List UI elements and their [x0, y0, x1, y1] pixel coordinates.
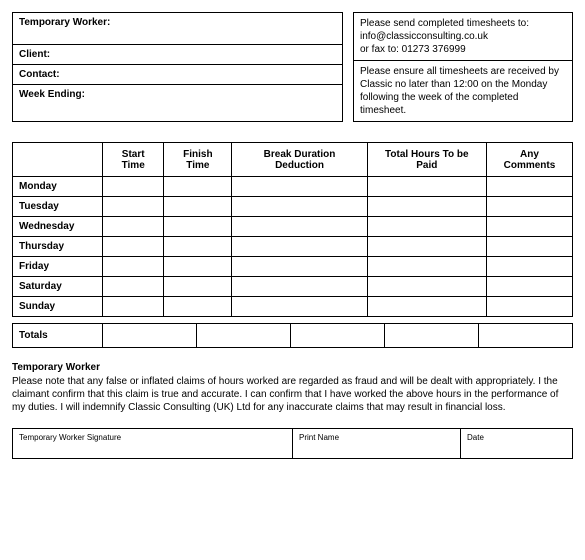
cell — [486, 277, 572, 297]
cell — [103, 217, 164, 237]
col-finish: Finish Time — [164, 143, 232, 177]
signature-worker: Temporary Worker Signature — [13, 429, 293, 459]
cell — [103, 237, 164, 257]
cell — [486, 257, 572, 277]
cell — [367, 237, 486, 257]
declaration-text: Please note that any false or inflated c… — [12, 375, 573, 414]
field-client: Client: — [13, 45, 342, 65]
day-label: Friday — [13, 257, 103, 277]
day-label: Wednesday — [13, 217, 103, 237]
totals-cell — [103, 324, 197, 348]
day-label: Saturday — [13, 277, 103, 297]
cell — [103, 297, 164, 317]
cell — [232, 297, 367, 317]
table-row: Wednesday — [13, 217, 573, 237]
cell — [164, 297, 232, 317]
timesheet-body: Monday Tuesday Wednesday Thursday Friday… — [13, 177, 573, 317]
col-break: Break Duration Deduction — [232, 143, 367, 177]
cell — [232, 257, 367, 277]
cell — [164, 277, 232, 297]
cell — [164, 177, 232, 197]
col-comments: Any Comments — [486, 143, 572, 177]
totals-table: Totals — [12, 323, 573, 348]
instructions-box: Please send completed timesheets to: inf… — [353, 12, 573, 122]
cell — [103, 257, 164, 277]
cell — [367, 217, 486, 237]
cell — [232, 217, 367, 237]
col-total: Total Hours To be Paid — [367, 143, 486, 177]
timesheet-table: Start Time Finish Time Break Duration De… — [12, 142, 573, 317]
cell — [367, 297, 486, 317]
cell — [367, 277, 486, 297]
cell — [486, 217, 572, 237]
day-label: Sunday — [13, 297, 103, 317]
table-row: Friday — [13, 257, 573, 277]
totals-cell — [479, 324, 573, 348]
table-row: Sunday — [13, 297, 573, 317]
table-row: Saturday — [13, 277, 573, 297]
cell — [232, 277, 367, 297]
label-contact: Contact: — [19, 69, 60, 80]
table-row: Monday — [13, 177, 573, 197]
day-label: Thursday — [13, 237, 103, 257]
cell — [164, 257, 232, 277]
field-temporary-worker: Temporary Worker: — [13, 13, 342, 45]
cell — [164, 217, 232, 237]
cell — [232, 177, 367, 197]
cell — [367, 257, 486, 277]
signature-table: Temporary Worker Signature Print Name Da… — [12, 428, 573, 459]
cell — [103, 277, 164, 297]
cell — [232, 197, 367, 217]
declaration-title: Temporary Worker — [12, 362, 573, 373]
header-section: Temporary Worker: Client: Contact: Week … — [12, 12, 573, 122]
label-client: Client: — [19, 49, 50, 60]
day-label: Monday — [13, 177, 103, 197]
cell — [486, 177, 572, 197]
cell — [103, 177, 164, 197]
label-temporary-worker: Temporary Worker: — [19, 17, 110, 28]
table-row: Tuesday — [13, 197, 573, 217]
cell — [486, 237, 572, 257]
cell — [164, 237, 232, 257]
timesheet-header-row: Start Time Finish Time Break Duration De… — [13, 143, 573, 177]
totals-cell — [291, 324, 385, 348]
signature-date: Date — [461, 429, 573, 459]
totals-cell — [385, 324, 479, 348]
instructions-top: Please send completed timesheets to: inf… — [354, 13, 572, 61]
cell — [164, 197, 232, 217]
signature-print: Print Name — [293, 429, 461, 459]
instructions-bottom: Please ensure all timesheets are receive… — [354, 61, 572, 121]
field-week-ending: Week Ending: — [13, 85, 342, 105]
cell — [232, 237, 367, 257]
totals-row: Totals — [13, 324, 573, 348]
day-label: Tuesday — [13, 197, 103, 217]
col-start: Start Time — [103, 143, 164, 177]
label-week-ending: Week Ending: — [19, 89, 85, 100]
totals-cell — [197, 324, 291, 348]
cell — [486, 197, 572, 217]
field-contact: Contact: — [13, 65, 342, 85]
cell — [367, 197, 486, 217]
cell — [486, 297, 572, 317]
worker-info-box: Temporary Worker: Client: Contact: Week … — [12, 12, 343, 122]
signature-row: Temporary Worker Signature Print Name Da… — [13, 429, 573, 459]
table-row: Thursday — [13, 237, 573, 257]
col-blank — [13, 143, 103, 177]
cell — [367, 177, 486, 197]
totals-label: Totals — [13, 324, 103, 348]
cell — [103, 197, 164, 217]
